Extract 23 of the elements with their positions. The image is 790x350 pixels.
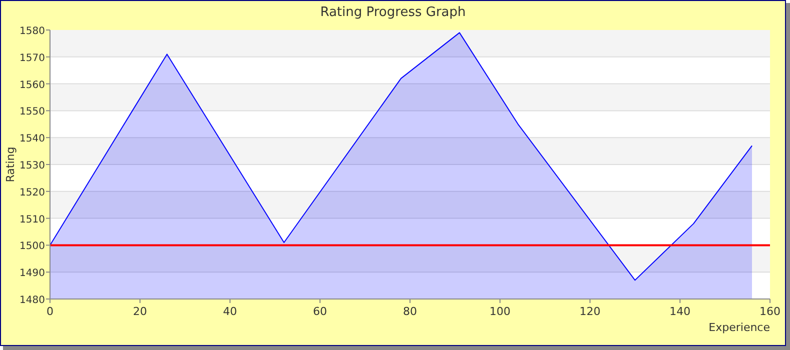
- x-tick-label: 120: [580, 305, 600, 318]
- y-tick-label: 1480: [20, 295, 45, 306]
- y-tick-label: 1560: [20, 80, 45, 91]
- y-tick-label: 1500: [20, 241, 45, 252]
- x-tick-label: 60: [313, 305, 327, 318]
- x-axis-title: Experience: [708, 321, 770, 334]
- y-tick-label: 1510: [20, 214, 45, 226]
- y-tick-label: 1530: [20, 160, 45, 172]
- chart-title: Rating Progress Graph: [320, 5, 466, 20]
- x-tick-label: 20: [133, 305, 147, 318]
- x-tick-label: 80: [403, 305, 417, 318]
- x-tick-label: 0: [46, 305, 54, 318]
- x-tick-label: 40: [223, 305, 237, 318]
- y-tick-label: 1520: [20, 187, 45, 198]
- y-tick-label: 1580: [20, 26, 45, 37]
- y-tick-label: 1550: [20, 106, 45, 118]
- y-axis-title: Rating: [4, 146, 17, 182]
- y-tick-label: 1490: [20, 268, 45, 280]
- y-tick-label: 1570: [20, 52, 45, 64]
- x-tick-label: 140: [670, 305, 690, 318]
- x-tick-label: 100: [490, 305, 510, 318]
- x-tick-label: 160: [760, 305, 780, 318]
- y-tick-label: 1540: [20, 134, 45, 145]
